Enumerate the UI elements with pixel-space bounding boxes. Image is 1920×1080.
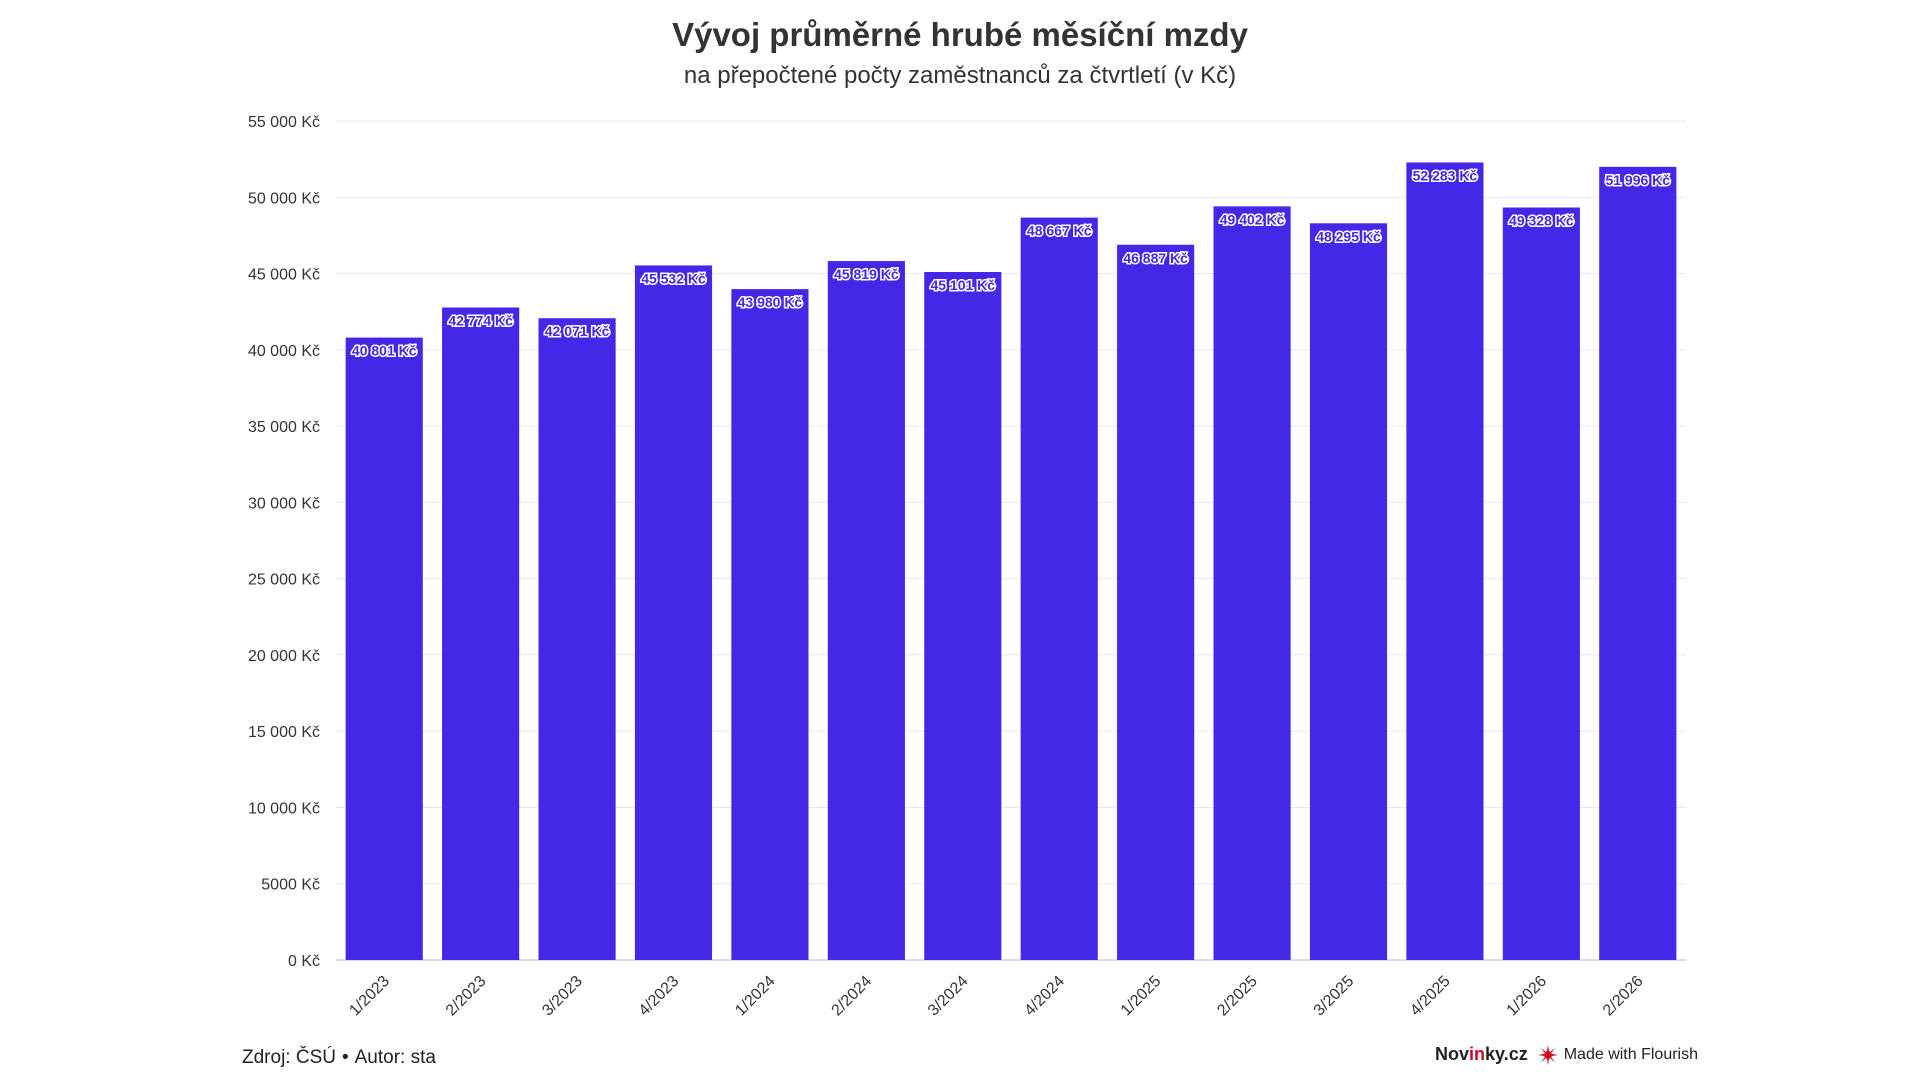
data-labels: 40 801 Kč 42 774 Kč 42 071 Kč 45 532 Kč 43 9… (350, 166, 1671, 360)
data-label: 45 532 Kč (641, 270, 706, 286)
author-text: Autor: sta (354, 1047, 436, 1068)
bar[interactable] (538, 318, 616, 960)
x-tick-label: 2/2024 (829, 973, 876, 1020)
source-text: Zdroj: ČSÚ (242, 1047, 336, 1068)
data-label: 52 283 Kč (1413, 167, 1478, 183)
x-tick-label: 4/2023 (636, 973, 683, 1020)
flourish-logo-icon (1537, 1044, 1558, 1065)
x-tick-label: 4/2025 (1407, 973, 1454, 1020)
data-label: 48 667 Kč (1027, 223, 1092, 239)
brand-part1: Nov (1435, 1044, 1470, 1064)
bar[interactable] (1117, 244, 1195, 960)
y-axis-ticks: 0 Kč 5000 Kč 10 000 Kč 15 000 Kč 20 000 Kč 25… (248, 114, 320, 970)
brand-accent: in (1469, 1044, 1486, 1064)
x-tick-label: 2/2026 (1600, 973, 1647, 1020)
data-label: 51 996 Kč (1605, 172, 1670, 188)
x-axis-ticks: 1/2023 2/2023 3/2023 4/2023 1/2024 2/2024 3/20… (346, 973, 1646, 1020)
flourish-label: Made with Flourish (1563, 1045, 1698, 1063)
chart-title: Vývoj průměrné hrubé měsíční mzdy (672, 16, 1248, 53)
bar[interactable] (1502, 207, 1580, 960)
made-with-flourish-link[interactable]: Made with Flourish (1537, 1044, 1698, 1065)
y-tick-label: 35 000 Kč (248, 419, 320, 436)
novinky-logo[interactable]: Novinky.cz (1435, 1044, 1528, 1065)
y-tick-label: 45 000 Kč (248, 267, 320, 284)
y-tick-label: 5000 Kč (261, 877, 320, 894)
data-label: 45 819 Kč (834, 266, 899, 282)
y-tick-label: 55 000 Kč (248, 114, 320, 131)
y-tick-label: 30 000 Kč (248, 495, 320, 512)
footer-brand: Novinky.cz Made with Flourish (1435, 1044, 1698, 1065)
bar[interactable] (731, 289, 809, 960)
x-tick-label: 2/2023 (443, 973, 490, 1020)
x-tick-label: 4/2024 (1021, 973, 1068, 1020)
x-tick-label: 3/2024 (925, 973, 972, 1020)
x-tick-label: 3/2023 (539, 973, 586, 1020)
data-label: 49 328 Kč (1509, 213, 1574, 229)
data-label: 42 774 Kč (448, 313, 513, 329)
x-tick-label: 1/2023 (346, 973, 393, 1020)
data-label: 43 980 Kč (738, 294, 803, 310)
data-label: 45 101 Kč (930, 277, 995, 293)
bar[interactable] (442, 307, 520, 960)
bar[interactable] (634, 265, 713, 960)
chart-subtitle: na přepočtené počty zaměstnanců za čtvrt… (683, 62, 1237, 89)
bar[interactable] (1213, 206, 1291, 960)
data-label: 46 887 Kč (1123, 250, 1188, 266)
x-tick-label: 1/2024 (732, 973, 779, 1020)
y-tick-label: 0 Kč (288, 953, 320, 970)
bars (345, 162, 1677, 961)
y-tick-label: 40 000 Kč (248, 343, 320, 360)
bar[interactable] (924, 272, 1002, 960)
footer-credits: Zdroj: ČSÚ • Autor: sta (242, 1047, 436, 1069)
footer-separator: • (341, 1047, 349, 1068)
y-tick-label: 20 000 Kč (248, 648, 320, 665)
data-label: 42 071 Kč (545, 323, 610, 339)
bar[interactable] (1406, 162, 1484, 960)
data-label: 48 295 Kč (1316, 228, 1381, 244)
x-tick-label: 3/2025 (1311, 973, 1358, 1020)
bar[interactable] (1599, 166, 1677, 961)
bar[interactable] (345, 337, 423, 960)
y-tick-label: 25 000 Kč (248, 572, 320, 589)
data-label: 49 402 Kč (1220, 211, 1285, 227)
data-label: 40 801 Kč (352, 343, 417, 359)
bar[interactable] (1309, 223, 1388, 960)
y-tick-label: 50 000 Kč (248, 190, 320, 207)
y-tick-label: 10 000 Kč (248, 800, 320, 817)
brand-part2: ky.cz (1485, 1044, 1528, 1064)
x-tick-label: 1/2026 (1504, 973, 1551, 1020)
x-tick-label: 1/2025 (1118, 973, 1165, 1020)
bar[interactable] (827, 261, 905, 960)
x-tick-label: 2/2025 (1214, 973, 1261, 1020)
y-tick-label: 15 000 Kč (248, 724, 320, 741)
bar[interactable] (1020, 217, 1098, 960)
